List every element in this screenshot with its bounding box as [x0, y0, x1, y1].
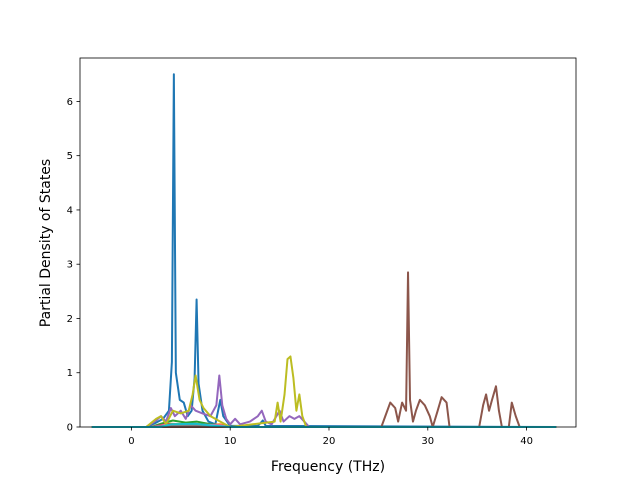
axes-layer: 0 10 20 30 40 0 1 2 3 4 5 6: [67, 57, 577, 447]
series-line-9: [91, 355, 557, 428]
y-tick-label: 6: [67, 97, 73, 108]
y-axis-label: Partial Density of States: [38, 159, 54, 327]
y-tick-label: 4: [67, 205, 73, 216]
y-tick-label: 0: [67, 423, 73, 434]
x-tick-label: 40: [520, 436, 533, 447]
x-tick-label: 20: [323, 436, 336, 447]
y-tick-label: 3: [67, 260, 73, 271]
x-tick-label: 30: [421, 436, 434, 447]
x-tick-label: 0: [128, 436, 134, 447]
x-axis-label: Frequency (THz): [271, 459, 385, 475]
series-line-1: [91, 73, 557, 428]
y-tick-label: 1: [67, 368, 73, 379]
y-tick-label: 2: [67, 314, 73, 325]
plot-frame: [79, 57, 577, 428]
series-layer: [91, 73, 557, 428]
y-tick-label: 5: [67, 151, 73, 162]
x-tick-label: 10: [224, 436, 237, 447]
series-line-6: [91, 271, 557, 428]
